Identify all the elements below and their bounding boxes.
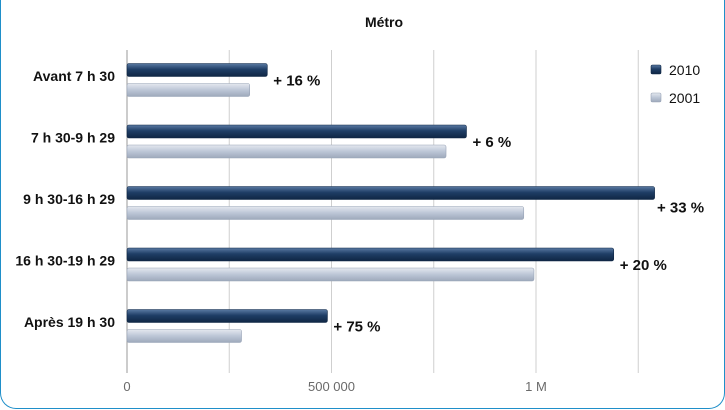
bar-2001 [126, 267, 535, 282]
change-annotation: + 75 % [333, 319, 380, 336]
category-label: Après 19 h 30 [24, 314, 115, 330]
bar-2010 [126, 63, 268, 77]
x-tick-label: 500 000 [308, 379, 355, 394]
bars [126, 63, 655, 343]
x-tick-label: 0 [123, 379, 130, 394]
x-tick-label: 1 M [525, 379, 547, 394]
category-label: 7 h 30-9 h 29 [31, 130, 115, 146]
bar-2001 [126, 206, 525, 220]
legend: 2010 2001 [650, 62, 700, 106]
bar-2010 [126, 247, 615, 262]
bar-2001 [126, 83, 250, 97]
x-axis-ticks: 0 500 000 1 M [123, 379, 546, 394]
annotations: + 16 % + 6 % + 33 % + 20 % + 75 % [273, 73, 704, 336]
legend-label: 2001 [669, 90, 700, 106]
chart-title: Métro [365, 14, 403, 30]
bar-2010 [126, 124, 467, 139]
bar-2001 [126, 329, 242, 343]
legend-label: 2010 [669, 62, 700, 78]
bar-2001 [126, 144, 447, 159]
bar-2010 [126, 309, 328, 323]
legend-swatch-2010 [650, 64, 662, 75]
change-annotation: + 20 % [620, 257, 667, 274]
change-annotation: + 6 % [472, 134, 511, 151]
bar-2010 [126, 186, 655, 200]
legend-swatch-2001 [650, 92, 662, 103]
category-label: 16 h 30-19 h 29 [15, 253, 115, 269]
category-label: Avant 7 h 30 [33, 68, 115, 84]
category-labels: Avant 7 h 30 7 h 30-9 h 29 9 h 30-16 h 29 1… [15, 68, 115, 330]
change-annotation: + 16 % [273, 73, 320, 90]
change-annotation: + 33 % [657, 200, 704, 217]
category-label: 9 h 30-16 h 29 [23, 191, 115, 207]
